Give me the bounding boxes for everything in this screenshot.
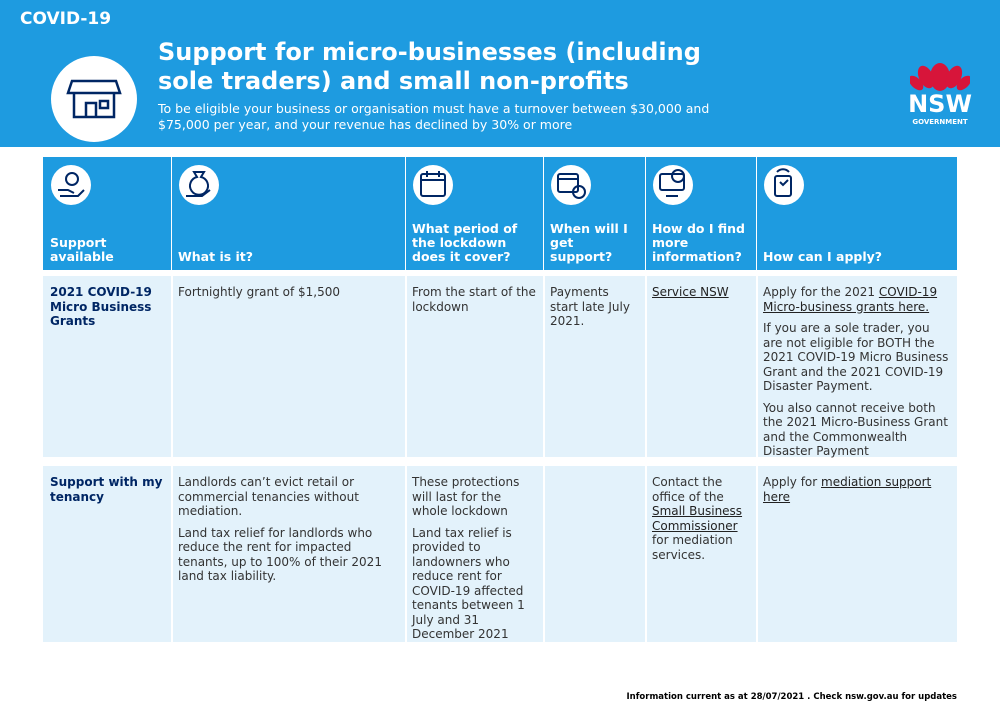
paragraph: Service NSW <box>652 285 749 300</box>
column-header: What is it? <box>171 157 405 270</box>
divider <box>756 276 758 457</box>
divider <box>171 157 172 270</box>
header-text: How do I find more information? <box>652 221 745 264</box>
link[interactable]: Small Business Commissioner <box>652 504 743 533</box>
header-text: How can I apply? <box>763 249 883 264</box>
paragraph: Fortnightly grant of $1,500 <box>178 285 398 300</box>
cell: Payments start late July 2021. <box>543 276 645 336</box>
icon <box>413 165 453 205</box>
text: Landlords can’t evict retail or commerci… <box>178 475 359 518</box>
text: From the start of the lockdown <box>412 285 536 314</box>
logo: NSW <box>908 90 972 118</box>
column-icon <box>50 164 92 206</box>
divider <box>756 466 758 642</box>
paragraph: Apply for mediation support here <box>763 475 950 504</box>
logo-sub: GOVERNMENT <box>912 118 968 126</box>
text: You also cannot receive both the 2021 Mi… <box>763 400 948 459</box>
tag: COVID-19 <box>20 9 112 29</box>
cell: Apply for mediation support here <box>756 466 957 511</box>
divider <box>171 466 173 642</box>
icon <box>51 165 91 205</box>
link[interactable]: Service NSW <box>652 285 729 299</box>
column-icon <box>652 164 694 206</box>
icon <box>179 165 219 205</box>
link[interactable]: COVID-19 Micro-business grants here. <box>763 285 938 314</box>
text: Contact the office of the <box>652 475 724 504</box>
divider <box>543 276 545 457</box>
cell: These protections will last for the whol… <box>405 466 543 649</box>
cell: Contact the office of the Small Business… <box>645 466 756 569</box>
column-icon <box>550 164 592 206</box>
title: Support for micro-businesses (including … <box>158 38 701 95</box>
paragraph: You also cannot receive both the 2021 Mi… <box>763 401 950 459</box>
paragraph: Payments start late July 2021. <box>550 285 638 329</box>
header-text: What is it? <box>178 249 254 264</box>
column-icon <box>178 164 220 206</box>
column-header: What period of the lockdown does it cove… <box>405 157 543 270</box>
row-bg <box>43 276 957 457</box>
cell: Service NSW <box>645 276 756 307</box>
text: These protections will last for the whol… <box>412 475 520 518</box>
column-header: When will I get support? <box>543 157 645 270</box>
text: Land tax relief for landlords who reduce… <box>178 525 382 584</box>
column-icon <box>763 164 805 206</box>
divider <box>405 466 407 642</box>
cell: Fortnightly grant of $1,500 <box>171 276 405 307</box>
column-header: Support available <box>43 157 171 270</box>
row-bg <box>43 466 957 642</box>
cell: Landlords can’t evict retail or commerci… <box>171 466 405 591</box>
waratah <box>910 63 970 91</box>
text: Payments start late July 2021. <box>550 285 630 328</box>
divider <box>543 466 545 642</box>
divider <box>645 466 647 642</box>
paragraph: Contact the office of the Small Business… <box>652 475 749 562</box>
cell: From the start of the lockdown <box>405 276 543 321</box>
header-icon <box>51 56 137 142</box>
header-text: When will I get support? <box>550 221 628 264</box>
divider <box>756 157 757 270</box>
header-text: Support available <box>50 235 114 264</box>
paragraph: Land tax relief is provided to landowner… <box>412 526 536 642</box>
footer: Information current as at 28/07/2021 . C… <box>626 692 958 702</box>
text: Apply for the 2021 <box>763 285 879 299</box>
header-text: What period of the lockdown does it cove… <box>412 221 518 264</box>
row-label: Support with my tenancy <box>50 475 163 504</box>
subtitle: To be eligible your business or organisa… <box>158 101 710 132</box>
column-icon <box>412 164 454 206</box>
paragraph: These protections will last for the whol… <box>412 475 536 519</box>
paragraph: If you are a sole trader, you are not el… <box>763 321 950 394</box>
header: COVID-19 Support for micro-businesses (i… <box>0 0 1000 147</box>
icon <box>764 165 804 205</box>
text: If you are a sole trader, you are not el… <box>763 321 949 393</box>
text: Fortnightly grant of $1,500 <box>178 285 340 299</box>
link[interactable]: mediation support here <box>763 475 932 504</box>
paragraph: Landlords can’t evict retail or commerci… <box>178 475 398 519</box>
paragraph: Apply for the 2021 COVID-19 Micro-busine… <box>763 285 950 314</box>
text: Land tax relief is provided to landowner… <box>412 525 525 642</box>
icon <box>653 165 693 205</box>
divider <box>171 276 173 457</box>
divider <box>405 276 407 457</box>
column-header: How can I apply? <box>756 157 957 270</box>
cell <box>543 466 645 475</box>
paragraph: From the start of the lockdown <box>412 285 536 314</box>
cell: Apply for the 2021 COVID-19 Micro-busine… <box>756 276 957 466</box>
divider <box>645 276 647 457</box>
divider <box>543 157 544 270</box>
row-label: 2021 COVID-19 Micro Business Grants <box>50 285 152 328</box>
icon <box>551 165 591 205</box>
divider <box>645 157 646 270</box>
column-header: How do I find more information? <box>645 157 756 270</box>
paragraph: Land tax relief for landlords who reduce… <box>178 526 398 584</box>
divider <box>405 157 406 270</box>
text: Apply for <box>763 475 822 489</box>
text: for mediation services. <box>652 533 733 562</box>
